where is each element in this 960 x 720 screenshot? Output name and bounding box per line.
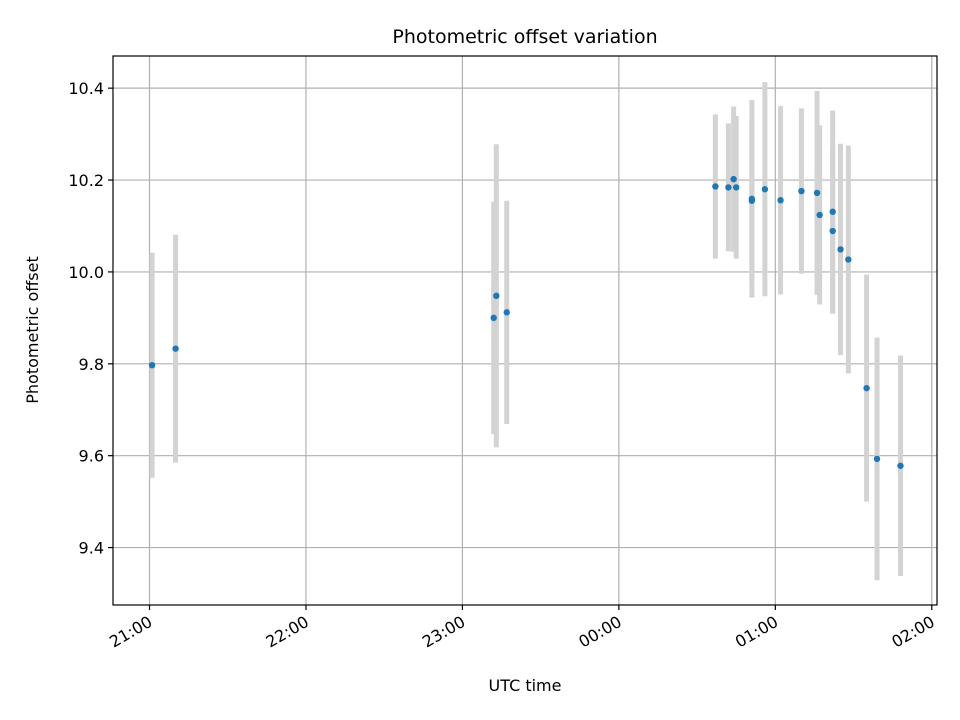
data-point <box>829 208 836 215</box>
data-point <box>725 184 732 191</box>
data-point <box>816 211 823 219</box>
data-point <box>748 197 756 204</box>
data-point <box>845 256 852 263</box>
data-point <box>503 309 510 316</box>
data-point <box>777 197 784 204</box>
y-tick-label: 9.6 <box>79 447 104 466</box>
data-point <box>813 189 821 197</box>
y-tick-label: 9.8 <box>79 355 104 374</box>
y-axis: 9.4 9.6 9.8 10.0 10.2 10.4 <box>68 79 113 558</box>
y-tick-label: 10.2 <box>68 171 104 190</box>
chart-title: Photometric offset variation <box>392 26 657 48</box>
data-point <box>490 314 497 322</box>
y-tick-label: 10.0 <box>68 263 104 282</box>
plot-frame <box>112 55 938 606</box>
y-tick-label: 10.4 <box>68 79 104 98</box>
data-point <box>730 175 737 183</box>
x-axis-label: UTC time <box>489 676 562 695</box>
data-point <box>761 186 769 193</box>
data-point <box>172 345 179 352</box>
data-point <box>493 292 500 300</box>
data-point <box>863 384 870 392</box>
data-point <box>897 462 904 469</box>
y-tick-label: 9.4 <box>79 539 104 558</box>
data-points <box>148 175 904 469</box>
data-point <box>148 361 156 369</box>
y-axis-label: Photometric offset <box>23 256 42 404</box>
data-point <box>829 227 836 235</box>
data-point <box>733 184 740 191</box>
data-point <box>837 246 844 253</box>
data-point <box>712 183 719 190</box>
data-point <box>798 187 805 195</box>
data-point <box>873 455 881 463</box>
